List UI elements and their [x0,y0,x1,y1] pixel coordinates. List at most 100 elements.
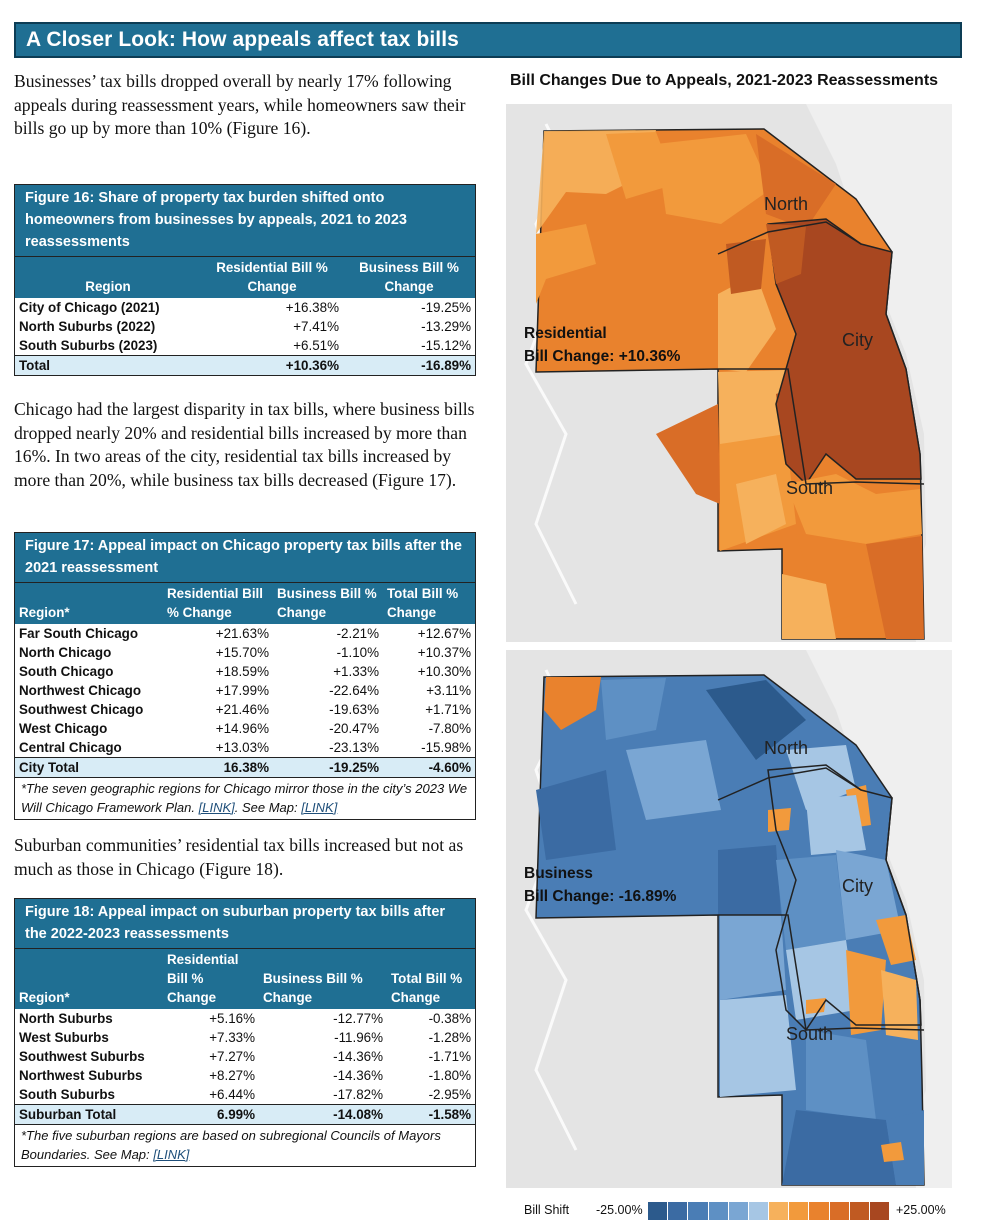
residential-map-label: Residential Bill Change: +10.36% [524,322,680,368]
business-bill-change-map: North City South [506,650,952,1188]
map-label-south: South [786,478,833,498]
figure-16-title: Figure 16: Share of property tax burden … [15,185,475,257]
legend-swatch [748,1202,770,1220]
cell-value: -12.77% [333,1011,383,1026]
map-label-line: Business [524,865,593,882]
table-row: South Chicago +18.59% +1.33% +10.30% [15,662,475,681]
legend-swatch [869,1202,891,1220]
legend-swatch [648,1202,669,1220]
table-row: Southwest Suburbs +7.27% -14.36% -1.71% [15,1047,475,1066]
cell-value: +13.03% [215,740,269,755]
map-link[interactable]: [LINK] [301,800,338,815]
figure-16-grid: Region Residential Bill % Change Busines… [15,257,475,375]
cell-region: Suburban Total [15,1104,163,1124]
cell-region: Far South Chicago [19,626,139,641]
legend-swatch [728,1202,749,1220]
legend-max-label: +25.00% [896,1203,946,1217]
residential-bill-change-map: North City South [506,104,952,642]
cell-value: +10.30% [417,664,471,679]
table-row: West Suburbs +7.33% -11.96% -1.28% [15,1028,475,1047]
cell-value: -7.80% [428,721,471,736]
cell-value: -23.13% [329,740,379,755]
legend-swatch [849,1202,870,1220]
maps-title: Bill Changes Due to Appeals, 2021-2023 R… [510,72,939,89]
cell-business: -16.89% [343,355,475,375]
cell-value: +3.11% [426,683,471,698]
table-row: North Suburbs (2022) +7.41% -13.29% [15,317,475,336]
cell-value: +14.96% [215,721,269,736]
cell-value: -19.63% [329,702,379,717]
table-row: Northwest Chicago +17.99% -22.64% +3.11% [15,681,475,700]
figure-17-table: Figure 17: Appeal impact on Chicago prop… [14,532,476,820]
legend-swatch [688,1202,709,1220]
figure-17-grid: Region* Residential Bill % Change Busine… [15,583,475,777]
map-link[interactable]: [LINK] [153,1147,190,1162]
figure-18-table: Figure 18: Appeal impact on suburban pro… [14,898,476,1167]
cell-region: South Chicago [19,664,114,679]
cell-value: +7.27% [209,1049,255,1064]
legend-swatch [769,1202,790,1220]
figure-18-title: Figure 18: Appeal impact on suburban pro… [15,899,475,949]
cell-region: Northwest Suburbs [19,1068,143,1083]
figure-17-footnote: *The seven geographic regions for Chicag… [15,777,475,819]
cell-business: -14.08% [259,1104,387,1124]
map-label-north: North [764,194,808,214]
map-label-city: City [842,330,873,350]
legend-swatch [708,1202,729,1220]
cell-business: -13.29% [421,319,471,334]
table-row: South Suburbs +6.44% -17.82% -2.95% [15,1085,475,1105]
map-label-city: City [842,876,873,896]
cell-value: +1.33% [333,664,379,679]
cell-region: City Total [15,757,163,777]
cell-region: City of Chicago (2021) [19,300,160,315]
cell-value: +7.33% [209,1030,255,1045]
map-label-line: Bill Change: +10.36% [524,348,681,365]
cell-region: Total [15,355,201,375]
table-row: City of Chicago (2021) +16.38% -19.25% [15,298,475,317]
cell-value: -22.64% [329,683,379,698]
cell-value: -1.10% [336,645,379,660]
legend-color-ramp [648,1202,891,1220]
cell-residential: 16.38% [163,757,273,777]
framework-plan-link[interactable]: [LINK] [198,800,235,815]
cell-value: -17.82% [333,1087,383,1102]
cell-value: -15.98% [421,740,471,755]
cell-value: +21.63% [215,626,269,641]
figure-18-footnote: *The five suburban regions are based on … [15,1124,475,1166]
table-row: North Chicago +15.70% -1.10% +10.37% [15,643,475,662]
cell-value: -0.38% [428,1011,471,1026]
cell-value: -1.71% [428,1049,471,1064]
table-row: Central Chicago +13.03% -23.13% -15.98% [15,738,475,758]
cell-value: -20.47% [329,721,379,736]
cell-region: North Suburbs (2022) [19,319,156,334]
cell-value: +8.27% [209,1068,255,1083]
cell-total: -1.58% [387,1104,475,1124]
cell-value: +17.99% [215,683,269,698]
figure-17-title: Figure 17: Appeal impact on Chicago prop… [15,533,475,583]
map-label-north: North [764,738,808,758]
col-header-region: Region [15,257,201,298]
col-header-region: Region* [15,583,163,624]
table-row: West Chicago +14.96% -20.47% -7.80% [15,719,475,738]
map-label-line: Bill Change: -16.89% [524,888,677,905]
cell-residential: +7.41% [293,319,339,334]
figure-16-table: Figure 16: Share of property tax burden … [14,184,476,376]
legend-swatch [809,1202,830,1220]
col-header-business: Business Bill % Change [259,949,387,1009]
cell-total: -4.60% [383,757,475,777]
cell-business: -19.25% [421,300,471,315]
cell-value: +15.70% [215,645,269,660]
legend-swatch [829,1202,850,1220]
cell-value: -14.36% [333,1068,383,1083]
cell-value: +18.59% [215,664,269,679]
legend-swatch [668,1202,689,1220]
col-header-business: Business Bill % Change [343,257,475,298]
legend-min-label: -25.00% [596,1203,643,1217]
cell-value: -1.80% [428,1068,471,1083]
table-total-row: Suburban Total 6.99% -14.08% -1.58% [15,1104,475,1124]
cell-value: -11.96% [334,1030,383,1045]
cell-residential: 6.99% [163,1104,259,1124]
cell-residential: +16.38% [285,300,339,315]
cell-value: +6.44% [209,1087,255,1102]
cell-value: +21.46% [215,702,269,717]
